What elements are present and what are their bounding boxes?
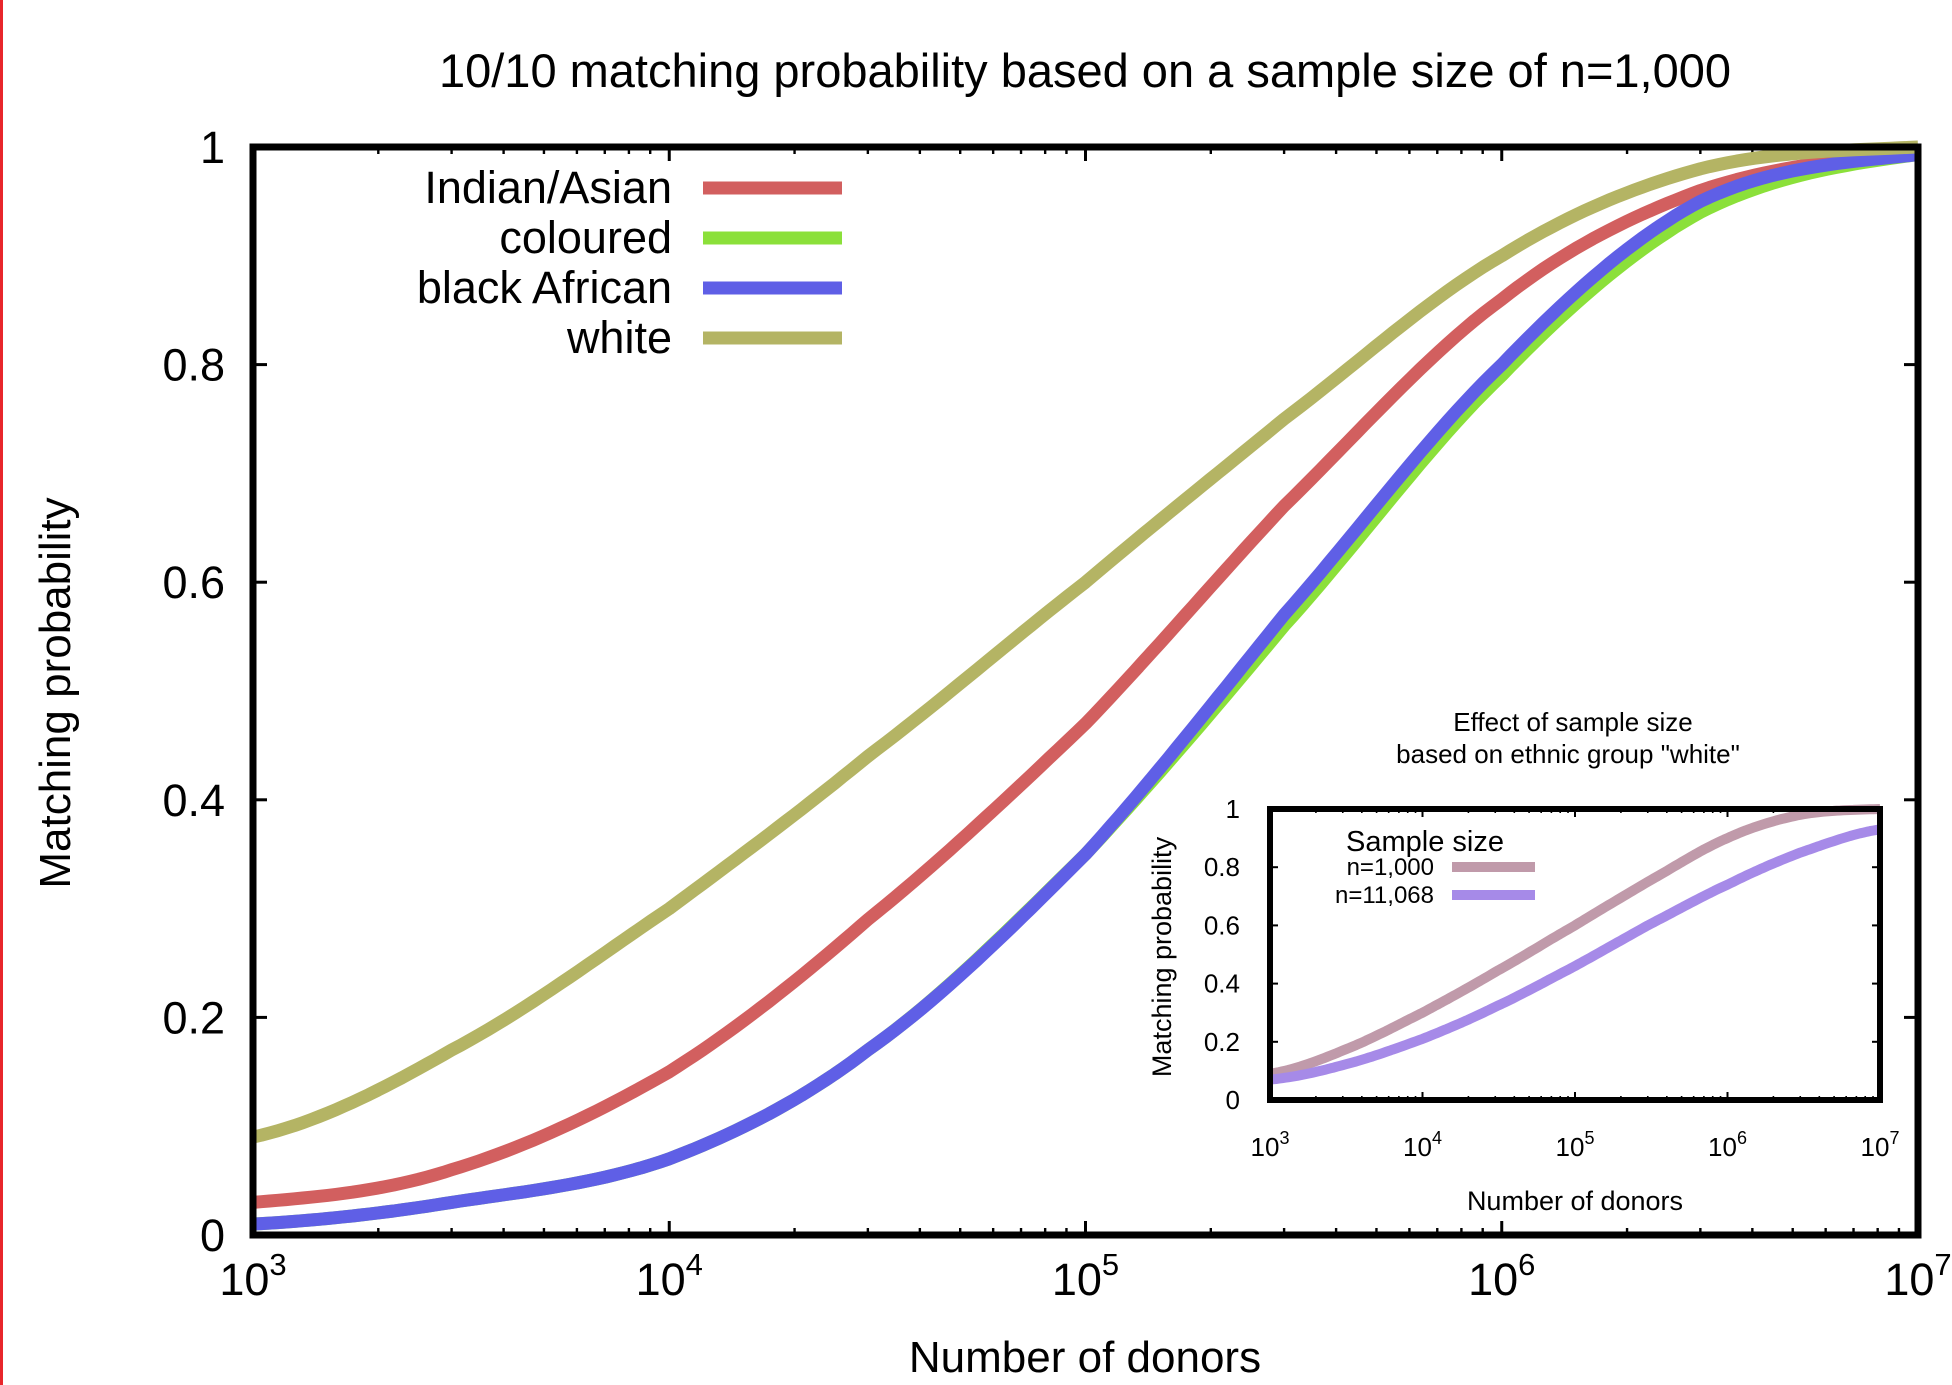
- x-tick-label: 105: [1052, 1247, 1119, 1305]
- inset-y-axis-label: Matching probability: [1147, 836, 1177, 1077]
- chart-title: 10/10 matching probability based on a sa…: [439, 44, 1731, 97]
- series-line: [252, 148, 1919, 1231]
- y-tick-label: 0.2: [162, 992, 225, 1043]
- legend-label: white: [566, 312, 672, 363]
- x-tick-label: 106: [1708, 1128, 1747, 1162]
- x-axis-label: Number of donors: [909, 1333, 1261, 1382]
- x-tick-label: 106: [1468, 1247, 1535, 1305]
- main-series-lines: [251, 140, 1919, 1231]
- series-line: [252, 148, 1919, 1231]
- series-line: [251, 140, 1919, 1144]
- legend-label: black African: [417, 262, 672, 313]
- x-tick-label: 104: [1403, 1128, 1442, 1162]
- legend-label: coloured: [499, 212, 672, 263]
- legend-label: n=11,068: [1335, 882, 1434, 909]
- y-tick-label: 1: [200, 122, 225, 173]
- y-tick-label: 0.8: [1204, 852, 1240, 882]
- x-tick-label: 105: [1556, 1128, 1595, 1162]
- y-tick-label: 0.4: [162, 775, 225, 826]
- x-tick-label: 107: [1861, 1128, 1900, 1162]
- y-tick-label: 0: [200, 1210, 225, 1261]
- inset-tick-labels: 0 0.2 0.4 0.6 0.8 1 103 104 105 106 107: [1204, 794, 1900, 1162]
- left-edge-border: [0, 0, 3, 1385]
- legend-label: n=1,000: [1347, 854, 1434, 881]
- series-line: [1268, 824, 1882, 1085]
- inset-series-lines: [1268, 804, 1882, 1085]
- y-axis-label: Matching probability: [31, 497, 80, 888]
- legend-label: Indian/Asian: [424, 162, 672, 213]
- x-tick-label: 103: [219, 1247, 286, 1305]
- y-tick-label: 0.6: [162, 557, 225, 608]
- y-tick-label: 0.6: [1204, 910, 1240, 940]
- y-tick-label: 1: [1226, 794, 1240, 824]
- y-tick-label: 0: [1226, 1085, 1240, 1115]
- x-tick-label: 107: [1884, 1247, 1951, 1305]
- x-tick-label: 103: [1251, 1128, 1290, 1162]
- inset-title: Effect of sample size: [1453, 707, 1692, 737]
- y-tick-label: 0.8: [162, 340, 225, 391]
- inset-plot-frame: [1267, 806, 1883, 1103]
- y-tick-label: 0.4: [1204, 969, 1240, 999]
- series-line: [1268, 804, 1882, 1079]
- inset-subtitle: based on ethnic group "white": [1396, 739, 1740, 769]
- y-tick-label: 0.2: [1204, 1027, 1240, 1057]
- main-tick-labels: 0 0.2 0.4 0.6 0.8 1 103 104 105 106 107: [162, 122, 1951, 1305]
- series-line: [252, 145, 1919, 1209]
- x-tick-label: 104: [636, 1247, 703, 1305]
- main-plot-frame: [249, 143, 1922, 1239]
- inset-legend-title: Sample size: [1346, 826, 1504, 858]
- inset-x-axis-label: Number of donors: [1467, 1186, 1683, 1216]
